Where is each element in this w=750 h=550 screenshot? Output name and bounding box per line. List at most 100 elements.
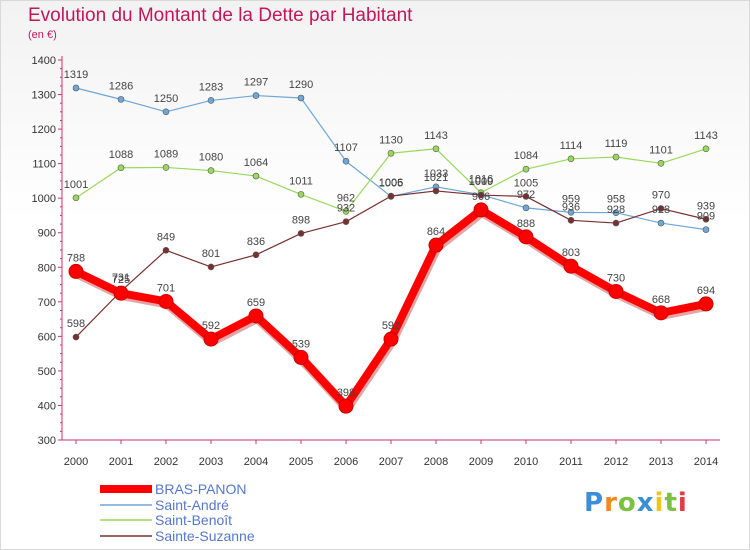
data-point-saint-beno-t bbox=[522, 165, 530, 173]
x-tick-label: 2013 bbox=[649, 456, 673, 468]
y-tick-label: 1300 bbox=[32, 90, 56, 102]
data-point-sainte-suzanne bbox=[207, 263, 215, 271]
data-label-saint-beno-t: 1114 bbox=[560, 140, 583, 152]
chart-subtitle: (en €) bbox=[28, 29, 57, 41]
data-label-saint-beno-t: 1001 bbox=[64, 179, 88, 191]
x-tick-label: 2010 bbox=[514, 456, 538, 468]
data-label-bras-panon: 398 bbox=[337, 387, 355, 399]
data-label-saint-andr-: 1283 bbox=[199, 81, 223, 93]
data-point-saint-beno-t bbox=[117, 164, 125, 172]
data-label-sainte-suzanne: 731 bbox=[112, 272, 130, 284]
data-label-bras-panon: 701 bbox=[157, 282, 175, 294]
data-label-saint-beno-t: 1016 bbox=[469, 174, 493, 186]
data-label-bras-panon: 888 bbox=[517, 218, 535, 230]
data-label-bras-panon: 864 bbox=[427, 226, 445, 238]
data-label-saint-andr-: 928 bbox=[652, 204, 670, 216]
chart-title: Evolution du Montant de la Dette par Hab… bbox=[28, 5, 413, 26]
data-point-saint-beno-t bbox=[702, 145, 710, 153]
x-tick-label: 2005 bbox=[289, 456, 313, 468]
x-tick-label: 2002 bbox=[154, 456, 178, 468]
y-tick-label: 500 bbox=[38, 366, 56, 378]
x-tick-label: 2011 bbox=[559, 456, 583, 468]
data-label-saint-andr-: 959 bbox=[562, 193, 580, 205]
data-label-bras-panon: 694 bbox=[697, 285, 715, 297]
data-label-sainte-suzanne: 836 bbox=[247, 236, 265, 248]
data-label-saint-andr-: 1010 bbox=[469, 176, 493, 188]
data-point-bras-panon bbox=[563, 258, 579, 274]
y-tick-label: 1000 bbox=[32, 193, 56, 205]
data-label-saint-beno-t: 1080 bbox=[199, 152, 223, 164]
data-label-bras-panon: 966 bbox=[472, 191, 490, 203]
x-tick-label: 2004 bbox=[244, 456, 268, 468]
data-point-saint-andr- bbox=[567, 209, 575, 216]
data-point-sainte-suzanne bbox=[477, 191, 485, 199]
data-point-sainte-suzanne bbox=[522, 193, 530, 200]
data-point-bras-panon bbox=[113, 285, 129, 301]
data-label-saint-andr-: 972 bbox=[517, 189, 535, 201]
data-point-saint-andr- bbox=[252, 92, 260, 99]
proxiti-logo: Proxiti bbox=[584, 488, 688, 518]
data-label-sainte-suzanne: 898 bbox=[292, 214, 310, 226]
data-point-sainte-suzanne bbox=[432, 187, 440, 195]
y-tick-label: 600 bbox=[38, 331, 56, 343]
data-label-saint-beno-t: 1064 bbox=[244, 157, 268, 169]
y-tick-label: 300 bbox=[38, 435, 56, 447]
data-label-saint-beno-t: 1130 bbox=[379, 134, 403, 146]
data-label-saint-beno-t: 1011 bbox=[289, 175, 313, 187]
data-point-sainte-suzanne bbox=[72, 333, 80, 341]
data-label-saint-andr-: 909 bbox=[697, 211, 715, 223]
data-point-sainte-suzanne bbox=[162, 247, 170, 254]
data-label-saint-beno-t: 1088 bbox=[109, 149, 133, 161]
data-label-saint-andr-: 1290 bbox=[289, 79, 313, 91]
data-point-saint-beno-t bbox=[72, 194, 80, 202]
data-label-bras-panon: 803 bbox=[562, 247, 580, 259]
x-tick-label: 2012 bbox=[604, 456, 628, 468]
data-point-saint-andr- bbox=[612, 209, 620, 216]
x-tick-label: 2014 bbox=[694, 456, 718, 468]
y-tick-label: 1200 bbox=[32, 124, 56, 136]
data-label-sainte-suzanne: 849 bbox=[157, 231, 175, 243]
data-point-saint-beno-t bbox=[297, 191, 305, 198]
data-point-saint-beno-t bbox=[432, 145, 440, 153]
data-point-saint-beno-t bbox=[612, 153, 620, 161]
data-point-saint-beno-t bbox=[207, 167, 215, 174]
data-label-saint-andr-: 1005 bbox=[379, 177, 403, 189]
data-point-sainte-suzanne bbox=[702, 215, 710, 223]
x-tick-label: 2009 bbox=[469, 456, 493, 468]
data-label-saint-beno-t: 1084 bbox=[514, 150, 538, 162]
data-label-saint-andr-: 1319 bbox=[64, 69, 88, 81]
data-label-bras-panon: 592 bbox=[382, 320, 400, 332]
data-label-saint-andr-: 958 bbox=[607, 194, 625, 206]
data-label-sainte-suzanne: 936 bbox=[562, 201, 580, 213]
data-label-saint-andr-: 1107 bbox=[334, 142, 358, 154]
x-tick-label: 2008 bbox=[424, 456, 448, 468]
data-point-saint-beno-t bbox=[162, 164, 170, 171]
data-point-saint-beno-t bbox=[387, 149, 395, 157]
data-label-sainte-suzanne: 970 bbox=[652, 190, 670, 202]
data-label-sainte-suzanne: 801 bbox=[202, 248, 220, 260]
data-label-bras-panon: 659 bbox=[247, 297, 265, 309]
data-label-bras-panon: 725 bbox=[112, 274, 130, 286]
data-label-sainte-suzanne: 939 bbox=[697, 200, 715, 212]
data-point-bras-panon bbox=[428, 237, 444, 253]
data-point-sainte-suzanne bbox=[387, 192, 395, 200]
data-label-saint-andr-: 1297 bbox=[244, 77, 268, 89]
data-label-sainte-suzanne: 932 bbox=[337, 203, 355, 215]
data-point-saint-andr- bbox=[702, 226, 710, 233]
data-label-saint-andr-: 1286 bbox=[109, 80, 133, 92]
data-point-bras-panon bbox=[248, 308, 264, 324]
data-point-saint-andr- bbox=[207, 97, 215, 104]
data-label-saint-andr-: 1250 bbox=[154, 93, 178, 105]
data-point-saint-andr- bbox=[162, 108, 170, 116]
y-tick-label: 700 bbox=[38, 297, 56, 309]
legend-label-saint-beno-t: Saint-Benoît bbox=[155, 512, 232, 528]
data-point-bras-panon bbox=[608, 283, 624, 299]
legend-label-bras-panon: BRAS-PANON bbox=[155, 481, 247, 497]
data-point-bras-panon bbox=[653, 305, 669, 321]
data-label-saint-beno-t: 1101 bbox=[649, 144, 673, 156]
data-point-sainte-suzanne bbox=[252, 251, 260, 259]
data-point-saint-andr- bbox=[117, 96, 125, 103]
data-label-saint-beno-t: 1119 bbox=[605, 138, 628, 150]
